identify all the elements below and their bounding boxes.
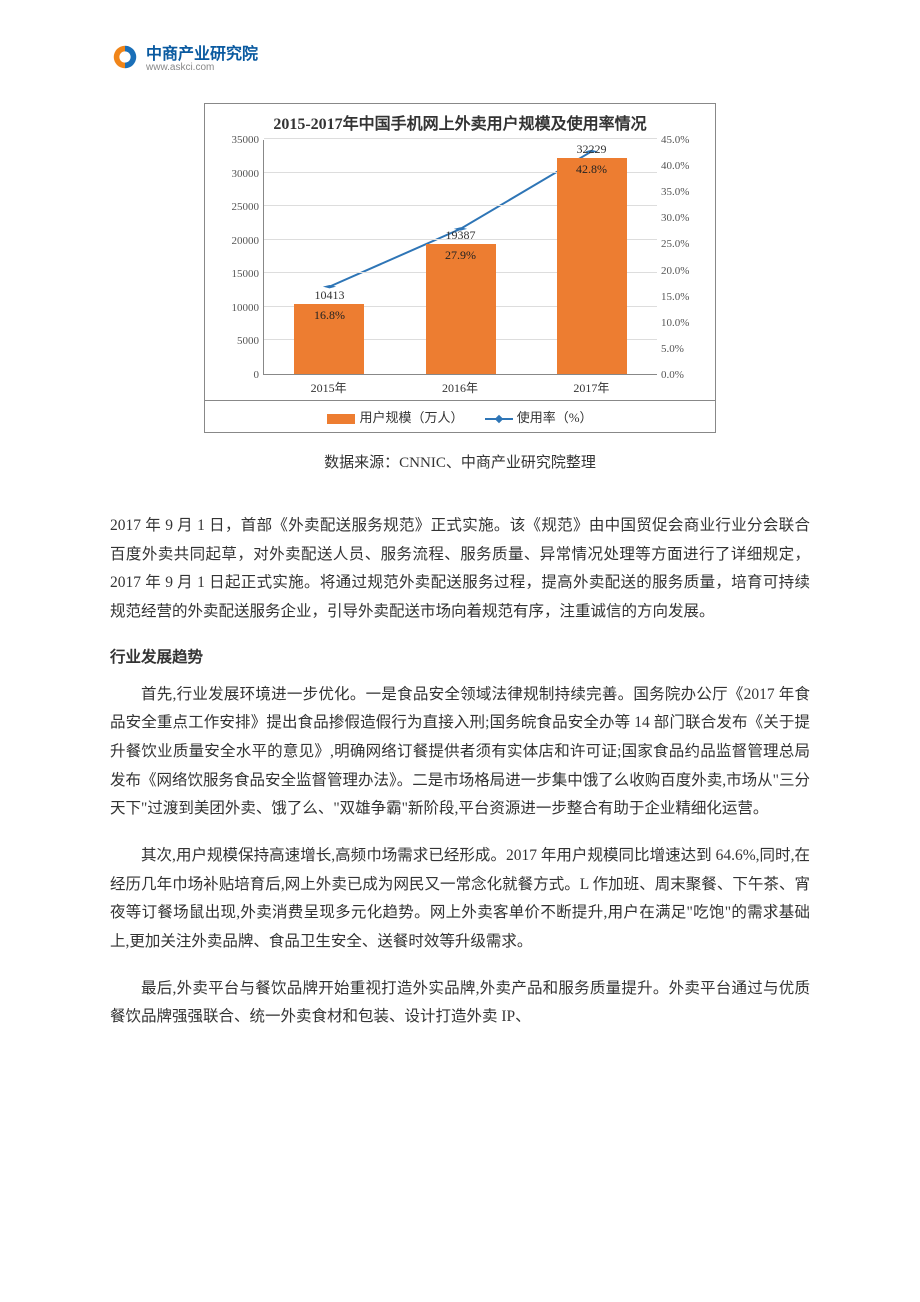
legend-line-label: 使用率（%）: [517, 410, 593, 425]
bar: 3222942.8%: [557, 158, 627, 374]
y-axis-left: 05000100001500020000250003000035000: [213, 140, 263, 375]
legend-line-swatch: [485, 414, 513, 424]
paragraph-3: 其次,用户规模保持高速增长,高频巾场需求已经形成。2017 年用户规模同比增速达…: [110, 842, 810, 957]
bar-pct-label: 42.8%: [557, 162, 627, 177]
bar-value-label: 10413: [294, 288, 364, 303]
chart-title: 2015-2017年中国手机网上外卖用户规模及使用率情况: [205, 110, 715, 134]
x-axis-labels: 2015年2016年2017年: [205, 375, 715, 396]
y-left-tick: 25000: [232, 201, 260, 213]
bar-value-label: 19387: [426, 228, 496, 243]
y-left-tick: 0: [254, 369, 260, 381]
y-right-tick: 25.0%: [661, 238, 689, 250]
y-right-tick: 5.0%: [661, 343, 684, 355]
paragraph-intro: 2017 年 9 月 1 日，首部《外卖配送服务规范》正式实施。该《规范》由中国…: [110, 512, 810, 627]
logo-icon: [110, 42, 140, 72]
y-right-tick: 45.0%: [661, 134, 689, 146]
logo-name-cn: 中商产业研究院: [146, 40, 258, 64]
chart: 2015-2017年中国手机网上外卖用户规模及使用率情况 0 5000 10000 1…: [204, 103, 716, 433]
bar-pct-label: 16.8%: [294, 308, 364, 323]
bar: 1938727.9%: [426, 244, 496, 374]
y-axis-right: 0.0%5.0%10.0%15.0%20.0%25.0%30.0%35.0%40…: [657, 140, 707, 375]
legend-bar-label: 用户规模（万人）: [359, 410, 463, 425]
chart-caption: 数据来源：CNNIC、中商产业研究院整理: [110, 451, 810, 472]
y-right-tick: 30.0%: [661, 212, 689, 224]
y-right-tick: 35.0%: [661, 186, 689, 198]
bar-value-label: 32229: [557, 142, 627, 157]
x-label: 2017年: [526, 379, 657, 396]
y-left-tick: 35000: [232, 134, 260, 146]
y-right-tick: 0.0%: [661, 369, 684, 381]
paragraph-2: 首先,行业发展环境进一步优化。一是食品安全领域法律规制持续完善。国务院办公厅《2…: [110, 681, 810, 824]
section-heading: 行业发展趋势: [110, 645, 810, 667]
logo: 中商产业研究院 www.askci.com: [110, 40, 810, 73]
paragraph-4: 最后,外卖平台与餐饮品牌开始重视打造外实品牌,外卖产品和服务质量提升。外卖平台通…: [110, 975, 810, 1032]
y-left-tick: 15000: [232, 268, 260, 280]
y-left-tick: 5000: [237, 335, 259, 347]
legend-bar-swatch: [327, 414, 355, 424]
y-left-tick: 10000: [232, 302, 260, 314]
y-right-tick: 20.0%: [661, 265, 689, 277]
y-left-tick: 20000: [232, 235, 260, 247]
y-right-tick: 10.0%: [661, 317, 689, 329]
x-label: 2016年: [394, 379, 525, 396]
bar-pct-label: 27.9%: [426, 248, 496, 263]
y-right-tick: 15.0%: [661, 291, 689, 303]
y-right-tick: 40.0%: [661, 160, 689, 172]
y-left-tick: 30000: [232, 168, 260, 180]
plot-area: 1041316.8%1938727.9%3222942.8%: [263, 140, 657, 375]
bar: 1041316.8%: [294, 304, 364, 374]
legend: 用户规模（万人） 使用率（%）: [205, 400, 715, 426]
x-label: 2015年: [263, 379, 394, 396]
